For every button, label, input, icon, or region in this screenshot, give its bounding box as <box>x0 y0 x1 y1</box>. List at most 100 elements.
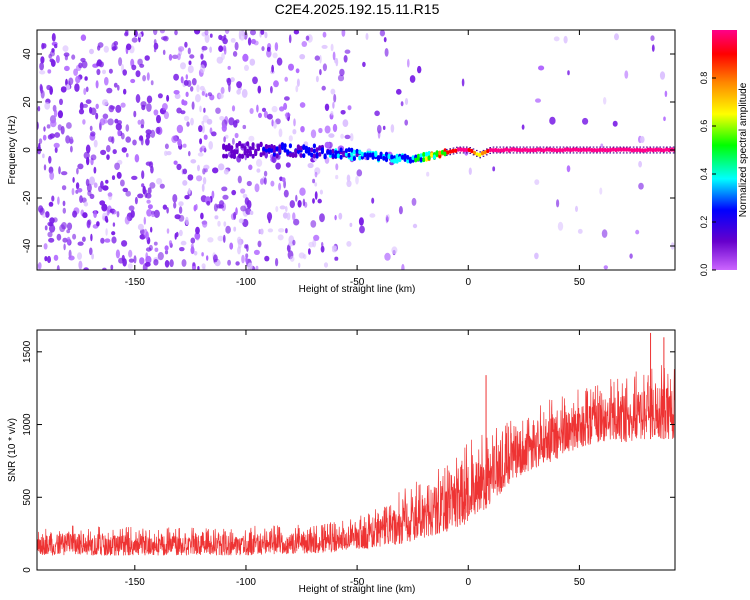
spectrogram-band-cell <box>659 147 663 153</box>
spectrogram-cell <box>230 77 235 83</box>
spectrogram-band-cell <box>406 155 410 160</box>
colorbar-tick-label: 0.2 <box>699 216 709 229</box>
spectrogram-band-cell <box>240 143 244 149</box>
spectrogram-cell <box>75 75 81 84</box>
spectrogram-band-cell <box>235 143 239 148</box>
spectrogram-cell <box>62 207 66 214</box>
spectrogram-cell <box>126 43 132 51</box>
spectrogram-cell <box>333 93 337 103</box>
spectrogram-cell <box>273 121 277 129</box>
spectrogram-cell <box>312 178 316 184</box>
spectrogram-cell <box>86 219 91 228</box>
spectrogram-cell <box>191 78 197 86</box>
spectrogram-cell <box>111 236 117 244</box>
spectrogram-band-cell <box>603 147 607 153</box>
spectrogram-cell <box>146 199 151 204</box>
spectrogram-band-edge <box>592 146 595 148</box>
spectrogram-cell <box>169 259 174 268</box>
spectrogram-cell <box>278 128 283 138</box>
spectrogram-cell <box>204 30 209 36</box>
spectrogram-cell <box>328 133 335 138</box>
spectrogram-cell <box>298 252 305 259</box>
spectrogram-cell <box>183 79 189 86</box>
spectrogram-band-cell <box>230 153 234 159</box>
spectrogram-band-cell <box>488 147 493 153</box>
spectrogram-cell <box>104 215 108 222</box>
spectrogram-band-cell <box>403 153 407 159</box>
spectrogram-cell <box>362 61 366 68</box>
spectrogram-cell <box>383 37 387 43</box>
spectrogram-cell <box>184 195 190 200</box>
spectrogram-cell <box>134 196 138 205</box>
y-tick-label: 20 <box>22 96 33 108</box>
spectrogram-cell <box>100 149 107 156</box>
spectrogram-band-cell <box>491 148 495 153</box>
spectrogram-cell <box>245 207 252 215</box>
spectrogram-cell <box>146 95 153 104</box>
spectrogram-cell <box>223 169 229 175</box>
spectrogram-cell <box>83 267 89 270</box>
spectrogram-cell <box>346 174 351 182</box>
spectrogram-cell <box>264 255 270 262</box>
spectrogram-cell <box>47 255 51 264</box>
spectrogram-cell <box>114 118 119 124</box>
spectrogram-cell <box>566 165 571 173</box>
spectrogram-cell <box>82 103 88 108</box>
spectrogram-cell <box>106 87 113 94</box>
spectrogram-band-cell <box>384 151 389 157</box>
spectrogram-band-cell <box>635 147 639 153</box>
spectrogram-band-cell <box>544 147 549 152</box>
spectrogram-band-cell <box>232 151 236 157</box>
spectrogram-cell <box>335 57 339 67</box>
spectrogram-cell <box>315 75 319 83</box>
spectrogram-band-edge <box>482 149 485 152</box>
spectrogram-band-cell <box>302 153 306 159</box>
spectrogram-band-cell <box>350 147 354 153</box>
snr-series-line <box>37 365 675 556</box>
y-tick-label: 40 <box>22 48 33 60</box>
spectrogram-cell <box>365 33 369 40</box>
spectrogram-band-cell <box>542 148 546 153</box>
spectrogram-band-cell <box>251 145 255 151</box>
spectrogram-cell <box>125 30 129 36</box>
spectrogram-cell <box>179 229 183 237</box>
spectrogram-band-cell <box>472 150 477 156</box>
spectrogram-band-edge <box>659 146 661 148</box>
spectrogram-cell <box>346 241 352 247</box>
spectrogram-cell <box>275 162 281 170</box>
spectrogram-cell <box>208 141 213 150</box>
spectrogram-band-cell <box>648 147 653 152</box>
spectrogram-cell <box>124 216 130 225</box>
spectrogram-cell <box>330 43 334 52</box>
spectrogram-cell <box>171 54 179 59</box>
spectrogram-cell <box>313 234 320 241</box>
spectrogram-cell <box>148 161 154 168</box>
spectrogram-cell <box>82 119 86 125</box>
spectrogram-cell <box>288 63 294 71</box>
spectrogram-cell <box>156 114 161 124</box>
spectrogram-band-edge <box>646 152 648 154</box>
spectrogram-band-edge <box>599 152 601 154</box>
spectrogram-cell <box>299 102 306 108</box>
spectrogram-band-cell <box>334 154 338 159</box>
spectrogram-cell <box>266 49 272 58</box>
spectrogram-cell <box>154 247 159 252</box>
spectrogram-band-cell <box>238 153 242 159</box>
spectrogram-cell <box>190 86 194 92</box>
spectrogram-band-cell <box>552 147 557 153</box>
spectrogram-cell <box>166 94 170 102</box>
spectrogram-band-edge <box>649 152 651 154</box>
spectrogram-cell <box>206 200 211 206</box>
spectrogram-cell <box>91 253 94 260</box>
spectrogram-band-cell <box>374 152 378 158</box>
spectrogram-cell <box>232 51 238 57</box>
spectrogram-band-cell <box>312 148 316 154</box>
spectrogram-cell <box>89 247 93 256</box>
spectrogram-cell <box>203 107 206 113</box>
spectrogram-cell <box>43 164 47 171</box>
spectrogram-band-cell <box>368 152 372 158</box>
spectrogram-band-edge <box>469 152 471 154</box>
spectrogram-band-cell <box>483 150 487 155</box>
spectrogram-cell <box>99 200 106 206</box>
spectrogram-cell <box>199 64 206 73</box>
